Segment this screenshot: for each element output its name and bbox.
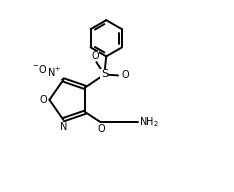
Text: O: O [121, 70, 129, 80]
Text: O: O [91, 50, 99, 60]
Text: S: S [101, 70, 108, 79]
Text: NH$_{2}$: NH$_{2}$ [139, 115, 159, 129]
Text: N$^{+}$: N$^{+}$ [48, 66, 62, 79]
Text: O: O [40, 95, 48, 105]
Text: $^{-}$O: $^{-}$O [32, 63, 48, 75]
Text: N: N [60, 122, 67, 132]
Text: O: O [97, 124, 105, 134]
